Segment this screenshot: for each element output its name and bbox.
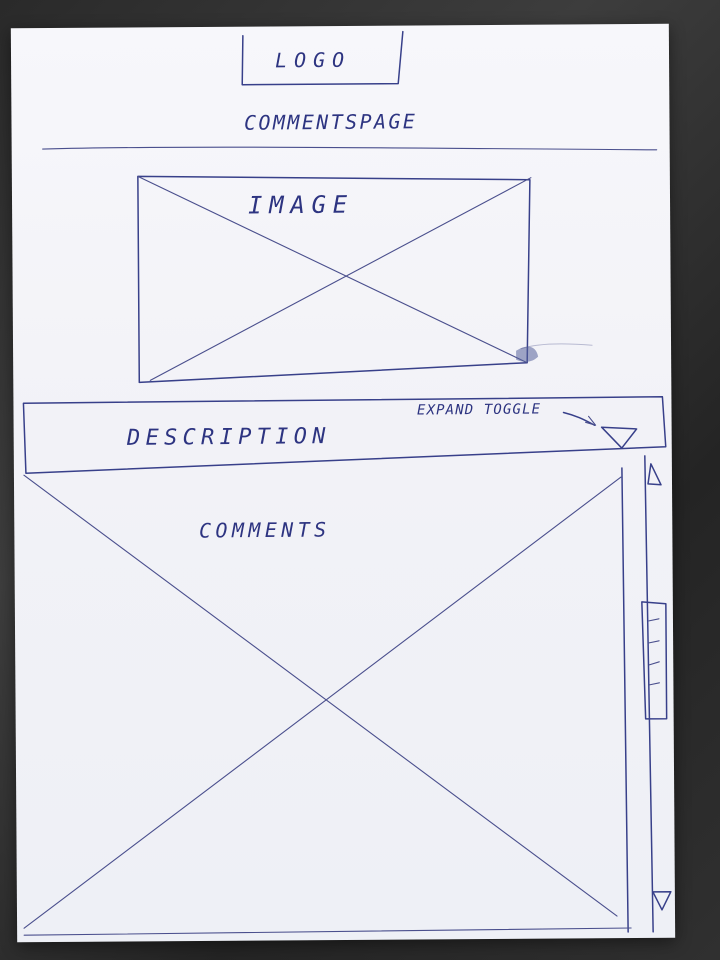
page-title: COMMENTSPAGE [243, 109, 418, 135]
scroll-thumb-grip-1 [648, 618, 660, 622]
scroll-thumb-grip-2 [648, 640, 660, 644]
scroll-thumb-grip-4 [648, 682, 660, 686]
logo-label: LOGO [274, 47, 352, 73]
header-divider [42, 146, 658, 151]
scroll-up-button[interactable] [636, 458, 666, 492]
comments-bottom-edge [23, 927, 632, 936]
comments-area[interactable] [20, 475, 625, 931]
description-bar [22, 396, 667, 474]
description-section[interactable] [22, 404, 668, 474]
scrollbar-right-edge [644, 455, 654, 933]
scroll-down-button[interactable] [636, 886, 670, 924]
ink-smudge [516, 346, 539, 362]
expand-toggle-button[interactable] [598, 423, 636, 455]
expand-toggle-label: EXPAND TOGGLE [416, 401, 542, 419]
scroll-thumb[interactable] [641, 601, 668, 720]
scrollbar-left-edge [621, 467, 629, 933]
scroll-up-icon[interactable] [647, 463, 662, 486]
comments-label: COMMENTS [198, 517, 331, 543]
wireframe-sketch [22, 30, 672, 936]
image-label: IMAGE [247, 190, 354, 220]
scroll-down-icon[interactable] [652, 890, 672, 911]
expand-toggle-icon[interactable] [600, 426, 638, 449]
comments-cross-line-b [23, 476, 622, 929]
scroll-thumb-handle[interactable] [638, 603, 672, 723]
description-label: DESCRIPTION [126, 424, 331, 451]
image-cross-line-b [149, 177, 532, 381]
comments-cross-line-a [23, 474, 618, 917]
wireframe-sheet [10, 23, 676, 943]
scroll-thumb-grip-3 [648, 661, 660, 666]
logo-box [241, 30, 404, 86]
image-cross-line-a [137, 175, 528, 364]
ink-smear [520, 343, 593, 350]
toggle-pointer-head [585, 415, 597, 426]
